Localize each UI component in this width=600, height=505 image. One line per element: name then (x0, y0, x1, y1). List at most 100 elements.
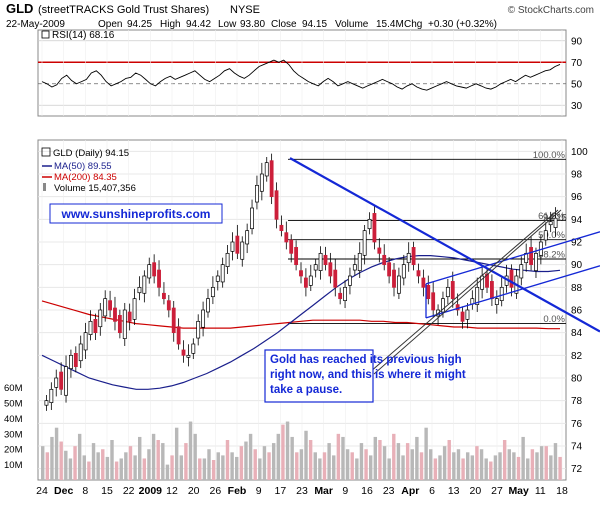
rsi-tick-label: 70 (571, 58, 583, 69)
volume-bar (114, 461, 119, 480)
candle-up (259, 173, 264, 192)
candle-down (372, 213, 377, 243)
volume-bar (424, 427, 428, 480)
rsi-tick-label: 30 (571, 101, 583, 112)
candle-down (157, 269, 161, 288)
rsi-tick-label: 50 (571, 79, 583, 90)
candle-up (534, 252, 538, 271)
url-box (49, 203, 223, 224)
volume-bar (553, 443, 558, 480)
volume-bar (318, 458, 322, 480)
candle-down (108, 300, 113, 311)
ma50-legend: MA(50) 89.55 (54, 161, 112, 172)
volume-bar (336, 433, 341, 480)
callout-pointer-a (369, 209, 559, 373)
candle-down (73, 353, 78, 368)
volume-bar (295, 452, 299, 480)
price-tick-label: 92 (571, 238, 583, 249)
x-tick-label: 23 (296, 485, 308, 497)
candle-up (367, 218, 372, 230)
volume-bar (77, 433, 82, 480)
volume-bar (267, 452, 271, 480)
candle-down (59, 371, 64, 390)
volume-bar (322, 452, 327, 480)
x-tick-label: 11 (535, 485, 546, 497)
volume-bar (345, 449, 350, 480)
volume-bar (373, 436, 378, 480)
x-tick-label: 22 (123, 485, 135, 497)
price-tick-label: 72 (571, 464, 583, 475)
volume-bar (461, 458, 465, 480)
candle-down (294, 247, 299, 266)
volume-bar (96, 452, 100, 480)
volume-bar (544, 446, 548, 480)
candle-up (494, 298, 499, 305)
x-tick-label: 27 (491, 485, 503, 497)
candle-down (485, 273, 489, 288)
channel-line (425, 265, 600, 319)
volume-bar (438, 455, 442, 480)
candle-up (401, 264, 406, 279)
volume-bar (364, 449, 368, 480)
volume-bar (147, 449, 151, 480)
volume-bar (253, 449, 257, 480)
x-tick-label: 18 (556, 485, 568, 497)
volume-bar (198, 458, 202, 480)
candle-up (88, 320, 93, 336)
candle-up (441, 298, 445, 313)
volume-bar (262, 446, 267, 480)
volume-bar (535, 452, 539, 480)
candle-down (176, 326, 181, 345)
volume-bar (415, 436, 419, 480)
callout-line-1: Gold has reached its previous high (270, 354, 462, 366)
x-tick-label: 26 (209, 485, 221, 497)
volume-bar (45, 452, 50, 480)
volume-bar (530, 449, 535, 480)
candle-up (245, 230, 250, 245)
channel-line (425, 231, 600, 285)
security-name: (streetTRACKS Gold Trust Shares) (38, 4, 209, 16)
x-tick-label: 24 (36, 485, 48, 497)
volume-bar (549, 455, 553, 480)
volume-bar (101, 449, 105, 480)
callout-line-2: right now, and this is where it might (270, 369, 466, 381)
price-tick-label: 88 (571, 283, 583, 294)
volume-bar (516, 456, 521, 480)
volume-bar (484, 458, 488, 480)
x-tick-label: 23 (383, 485, 395, 497)
volume-bar (64, 450, 68, 480)
x-tick-label: 15 (101, 485, 113, 497)
x-tick-label: 8 (82, 485, 88, 497)
volume-bar (442, 446, 447, 480)
candle-down (450, 281, 455, 300)
volume-bar (313, 452, 317, 480)
volume-bar (359, 443, 364, 480)
volume-bar (368, 455, 373, 480)
price-tick-label: 74 (571, 442, 583, 453)
x-tick-label: Feb (228, 485, 247, 497)
volume-bar (479, 449, 484, 480)
trendlines (289, 157, 600, 333)
candle-down (333, 269, 338, 288)
volume-bar (290, 436, 294, 480)
chg-label: Chg (404, 19, 422, 30)
candle-down (166, 300, 171, 311)
candle-down (181, 349, 186, 356)
volume-bar (105, 456, 110, 480)
rsi-axis: 30 50 70 90 (571, 36, 583, 112)
candle-up (196, 320, 201, 339)
volume-bar (512, 452, 516, 480)
price-tick-label: 86 (571, 306, 583, 317)
candle-up (225, 252, 230, 267)
candle-down (299, 270, 303, 277)
candle-down (274, 190, 279, 220)
volume-tick-label: 40M (4, 414, 23, 425)
volume-bar (170, 455, 174, 480)
candle-up (44, 400, 49, 406)
volume-bar (235, 456, 239, 480)
volume-bar (410, 449, 414, 480)
chg-value: +0.30 (+0.32%) (428, 19, 497, 30)
ma200-line (41, 300, 560, 330)
volume-bar (244, 441, 248, 480)
